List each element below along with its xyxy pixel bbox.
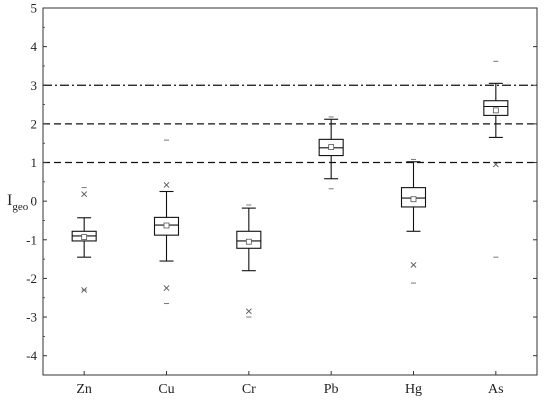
outlier-marker: [81, 191, 88, 198]
mean-marker: [163, 222, 170, 229]
y-tick-label: -1: [26, 232, 37, 247]
outlier-marker: [245, 308, 252, 315]
y-tick-label: 3: [31, 78, 38, 93]
outlier-marker: [163, 182, 170, 188]
y-tick-label: 5: [31, 1, 38, 16]
box-as: [483, 60, 509, 258]
y-axis: 5 4 3 2 1 0 -1 -2 -3 -4: [26, 1, 537, 376]
outlier-marker: [492, 161, 499, 168]
y-tick-label: 0: [31, 194, 38, 209]
y-tick-label: 1: [31, 155, 38, 170]
y-tick-label: -2: [26, 271, 37, 286]
y-tick-label: 4: [31, 39, 38, 54]
box-series: [71, 60, 509, 318]
mean-marker: [245, 238, 252, 245]
reference-lines: [43, 84, 537, 164]
y-tick-label: 2: [31, 116, 38, 131]
mean-marker: [410, 196, 417, 203]
box-cu: [153, 139, 180, 305]
mean-marker: [328, 144, 335, 150]
x-tick-label: Cr: [242, 382, 256, 397]
x-axis: Zn Cu Cr Pb Hg As: [76, 371, 504, 397]
outlier-marker: [163, 285, 170, 291]
box-hg: [400, 158, 427, 284]
y-tick-label: -3: [26, 310, 37, 325]
x-tick-label: As: [488, 382, 504, 397]
x-tick-label: Zn: [76, 382, 92, 397]
x-tick-label: Pb: [324, 382, 339, 397]
y-axis-label: Igeo: [7, 192, 29, 213]
mean-marker: [492, 107, 499, 114]
box-zn: [71, 187, 97, 293]
box-cr: [236, 204, 262, 318]
x-tick-label: Hg: [405, 382, 422, 397]
outlier-marker: [410, 261, 417, 268]
y-tick-label: -4: [26, 348, 37, 363]
mean-marker: [81, 234, 88, 240]
x-tick-label: Cu: [158, 382, 174, 397]
plot-frame: [42, 7, 538, 376]
box-pb: [318, 116, 344, 190]
